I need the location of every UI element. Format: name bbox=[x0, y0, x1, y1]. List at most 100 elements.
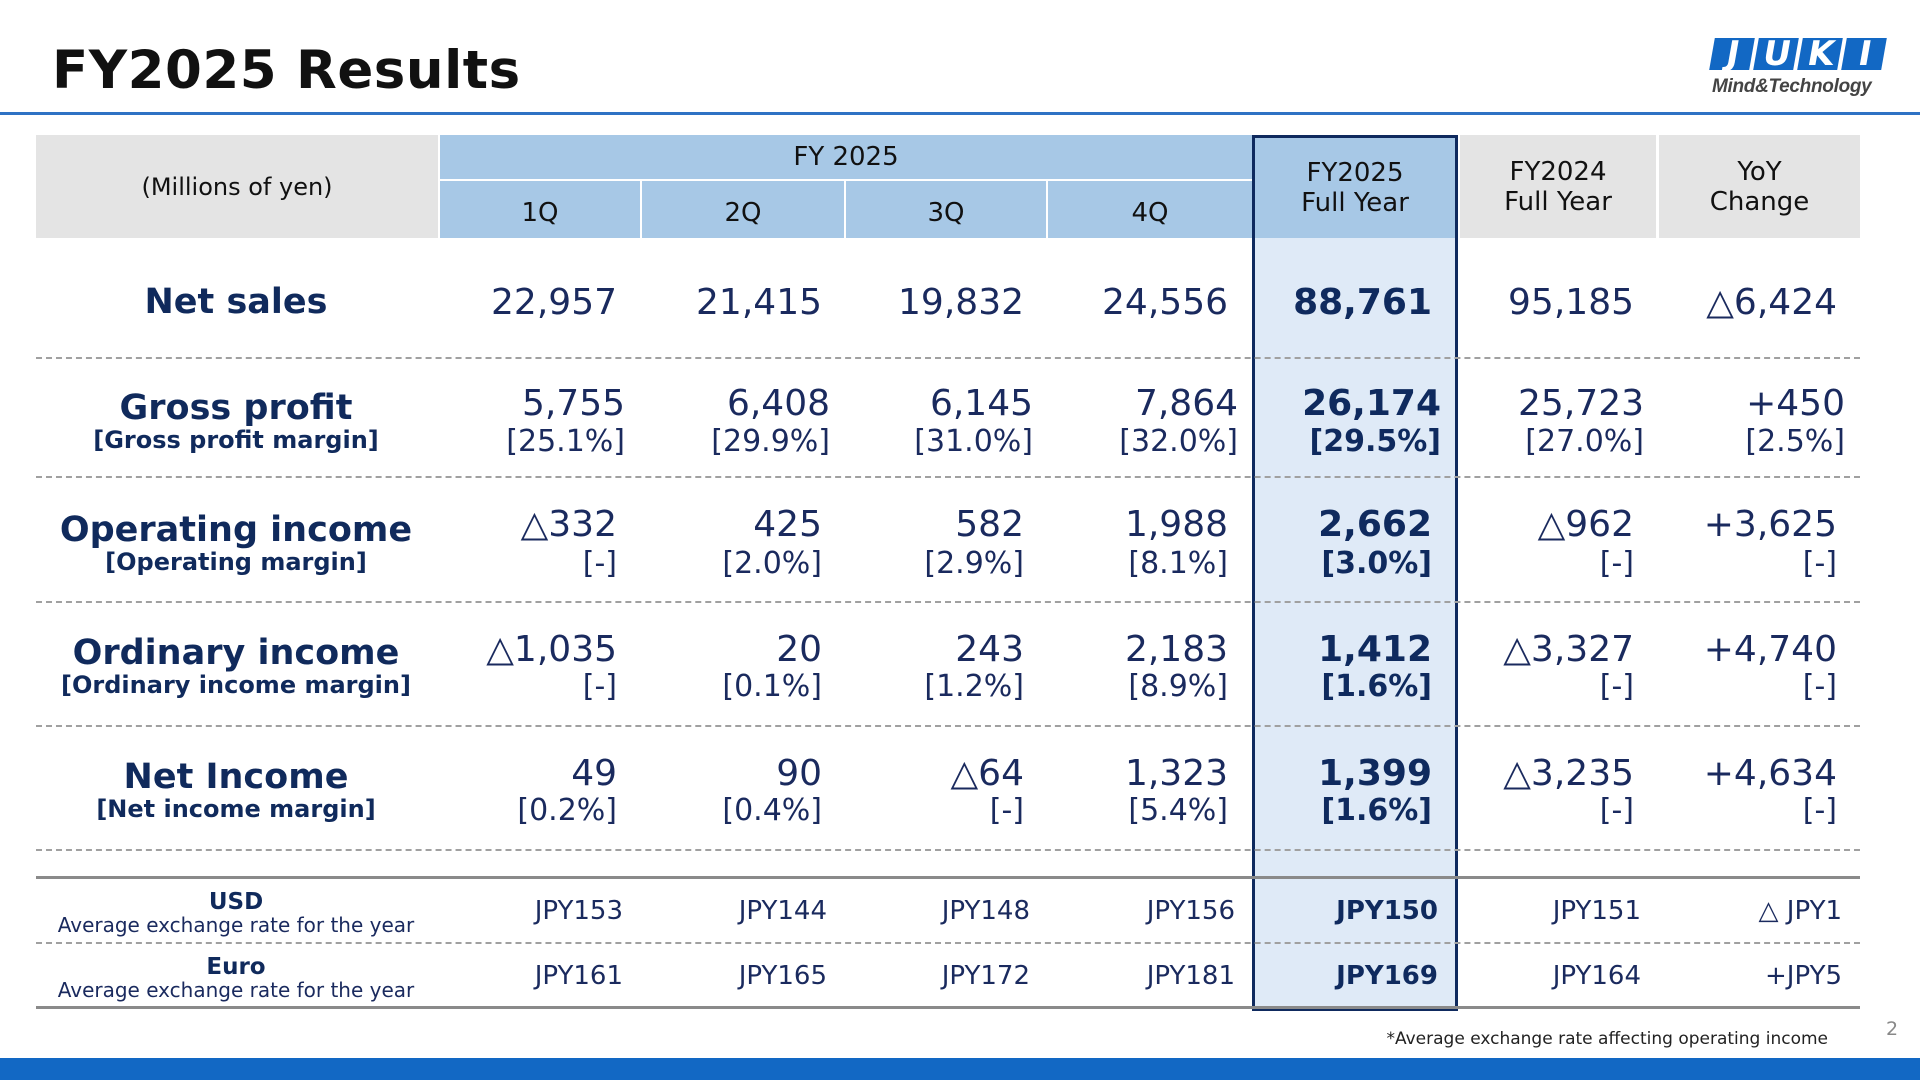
table-cell: 90 bbox=[776, 753, 822, 794]
table-cell: JPY148 bbox=[941, 896, 1030, 926]
table-cell: +JPY5 bbox=[1765, 961, 1842, 991]
table-cell: JPY150 bbox=[1336, 896, 1438, 926]
table-cell: [2.9%] bbox=[924, 546, 1024, 581]
table-cell: 1,988 bbox=[1124, 504, 1228, 545]
table-cell: +3,625 bbox=[1703, 504, 1837, 545]
table-cell: 19,832 bbox=[898, 282, 1024, 323]
table-cell: JPY144 bbox=[738, 896, 827, 926]
table-cell: 24,556 bbox=[1102, 282, 1228, 323]
table-cell: 25,723 bbox=[1518, 383, 1644, 424]
table-cell: 6,408 bbox=[726, 383, 830, 424]
table-cell: JPY153 bbox=[534, 896, 623, 926]
row-label-net-sales: Net sales bbox=[144, 282, 328, 322]
table-cell: 49 bbox=[571, 753, 617, 794]
table-cell: 1,323 bbox=[1124, 753, 1228, 794]
table-cell: △ JPY1 bbox=[1758, 896, 1842, 926]
table-cell: [29.5%] bbox=[1309, 424, 1442, 459]
footnote: *Average exchange rate affecting operati… bbox=[1386, 1029, 1828, 1049]
table-cell: [1.6%] bbox=[1321, 793, 1432, 828]
fy2025-full-year-header: FY2025 Full Year bbox=[1255, 138, 1455, 238]
table-cell: 95,185 bbox=[1508, 282, 1634, 323]
table-cell: 425 bbox=[753, 504, 822, 545]
table-cell: 1,399 bbox=[1318, 753, 1432, 794]
table-cell: [0.2%] bbox=[517, 793, 617, 828]
row-label-operating-income: Operating income [Operating margin] bbox=[59, 510, 413, 576]
table-cell: [3.0%] bbox=[1321, 546, 1432, 581]
table-cell: △332 bbox=[520, 504, 617, 545]
table-cell: [25.1%] bbox=[506, 424, 625, 459]
page-title: FY2025 Results bbox=[52, 40, 521, 101]
fx-label-euro: Euro Average exchange rate for the year bbox=[57, 954, 415, 1002]
table-cell: [-] bbox=[1802, 546, 1837, 581]
row-divider bbox=[36, 725, 1860, 727]
row-label-net-income: Net Income [Net income margin] bbox=[96, 757, 376, 823]
table-cell: [0.1%] bbox=[722, 669, 822, 704]
table-cell: [1.6%] bbox=[1321, 669, 1432, 704]
table-cell: 1,412 bbox=[1318, 629, 1432, 670]
row-divider bbox=[36, 849, 1860, 851]
fy2025-full-year-highlight bbox=[1252, 135, 1458, 1011]
table-cell: △962 bbox=[1537, 504, 1634, 545]
table-cell: △64 bbox=[950, 753, 1025, 794]
table-cell: [8.9%] bbox=[1128, 669, 1228, 704]
table-cell: [8.1%] bbox=[1128, 546, 1228, 581]
table-cell: △1,035 bbox=[486, 629, 617, 670]
row-label-gross-profit: Gross profit [Gross profit margin] bbox=[93, 388, 379, 454]
table-cell: [31.0%] bbox=[914, 424, 1033, 459]
row-label-ordinary-income: Ordinary income [Ordinary income margin] bbox=[61, 633, 411, 699]
table-cell: JPY164 bbox=[1552, 961, 1641, 991]
fx-section-top-rule bbox=[36, 876, 1860, 879]
logo-wordmark: J U K I bbox=[1709, 34, 1888, 74]
table-cell: [0.4%] bbox=[722, 793, 822, 828]
table-cell: 5,755 bbox=[521, 383, 625, 424]
table-cell: 6,145 bbox=[929, 383, 1033, 424]
table-cell: 2,183 bbox=[1124, 629, 1228, 670]
table-cell: [-] bbox=[1802, 669, 1837, 704]
page-number: 2 bbox=[1886, 1018, 1899, 1040]
logo-tagline: Mind&Technology bbox=[1712, 76, 1872, 97]
table-cell: 243 bbox=[955, 629, 1024, 670]
table-cell: 21,415 bbox=[696, 282, 822, 323]
fx-label-usd: USD Average exchange rate for the year bbox=[57, 889, 415, 937]
row-divider bbox=[36, 942, 1860, 944]
quarter-header-1q: 1Q bbox=[440, 181, 640, 238]
juki-logo: J U K I Mind&Technology bbox=[1709, 34, 1888, 108]
table-cell: [2.0%] bbox=[722, 546, 822, 581]
table-cell: JPY181 bbox=[1146, 961, 1235, 991]
table-cell: [-] bbox=[1599, 546, 1634, 581]
table-cell: [2.5%] bbox=[1745, 424, 1845, 459]
table-cell: [29.9%] bbox=[711, 424, 830, 459]
quarter-header-4q: 4Q bbox=[1048, 181, 1252, 238]
table-cell: +450 bbox=[1746, 383, 1845, 424]
table-cell: 2,662 bbox=[1318, 504, 1432, 545]
footer-bar bbox=[0, 1058, 1920, 1080]
table-cell: 582 bbox=[955, 504, 1024, 545]
table-cell: 26,174 bbox=[1302, 383, 1441, 424]
yoy-change-header: YoY Change bbox=[1659, 135, 1860, 238]
table-cell: [-] bbox=[1599, 669, 1634, 704]
row-divider bbox=[36, 601, 1860, 603]
table-cell: [-] bbox=[1802, 793, 1837, 828]
table-cell: JPY161 bbox=[534, 961, 623, 991]
table-cell: △6,424 bbox=[1706, 282, 1837, 323]
table-cell: [-] bbox=[1599, 793, 1634, 828]
table-cell: [27.0%] bbox=[1525, 424, 1644, 459]
table-cell: 88,761 bbox=[1293, 282, 1432, 323]
row-divider bbox=[36, 357, 1860, 359]
quarter-header-2q: 2Q bbox=[642, 181, 844, 238]
row-divider bbox=[36, 476, 1860, 478]
fy2024-full-year-header: FY2024 Full Year bbox=[1460, 135, 1656, 238]
fx-section-bottom-rule bbox=[36, 1006, 1860, 1009]
table-cell: +4,740 bbox=[1703, 629, 1837, 670]
table-cell: JPY172 bbox=[941, 961, 1030, 991]
table-cell: △3,327 bbox=[1503, 629, 1634, 670]
table-cell: +4,634 bbox=[1703, 753, 1837, 794]
table-cell: [-] bbox=[582, 669, 617, 704]
table-cell: [5.4%] bbox=[1128, 793, 1228, 828]
fy2025-group-header: FY 2025 bbox=[440, 135, 1252, 179]
table-cell: JPY165 bbox=[738, 961, 827, 991]
table-cell: [1.2%] bbox=[924, 669, 1024, 704]
table-cell: △3,235 bbox=[1503, 753, 1634, 794]
quarter-header-3q: 3Q bbox=[846, 181, 1046, 238]
table-cell: [-] bbox=[582, 546, 617, 581]
